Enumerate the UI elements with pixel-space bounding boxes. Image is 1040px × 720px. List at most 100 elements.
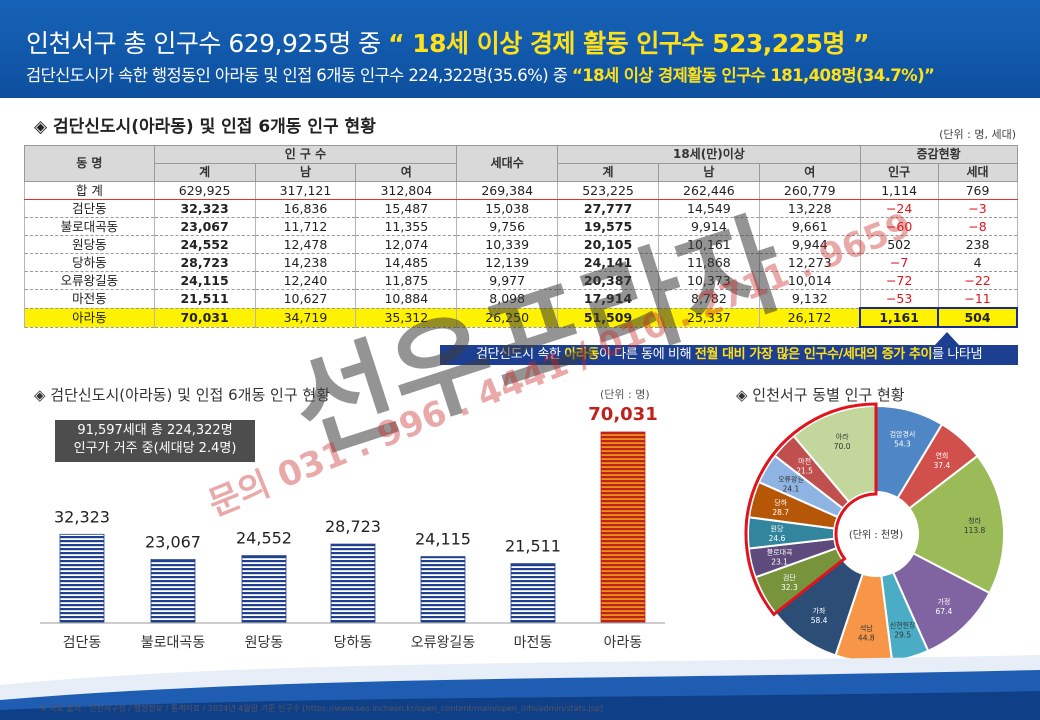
cell-value: 20,387 [557, 271, 659, 290]
cell-value: 14,238 [254, 253, 357, 272]
source-footer: ※ 자료 출처 : 인천서구청 / 행정정보 / 통계자료 / 2024년 4월… [40, 704, 604, 713]
pie-slice-label: 검암경서 [890, 430, 916, 439]
pie-slice-value: 23.1 [771, 557, 788, 566]
note-pointer-arrow [935, 332, 959, 345]
bar [330, 543, 376, 623]
pie-slice-label: 가정 [937, 597, 950, 606]
header-pop-male: 남 [254, 163, 357, 182]
cell-value: 12,478 [254, 235, 357, 254]
cell-value: 269,384 [456, 181, 559, 200]
cell-value: −11 [937, 289, 1018, 308]
cell-dong-name: 마전동 [24, 289, 155, 308]
header-adult-male: 남 [657, 163, 760, 182]
cell-value: 8,782 [657, 289, 760, 308]
bar [150, 559, 196, 623]
cell-value: 11,868 [657, 253, 760, 272]
bar-value-label: 70,031 [588, 404, 657, 425]
pie-slice-label: 검단 [783, 573, 796, 582]
bar-chart-unit: (단위 : 명) [600, 388, 650, 401]
cell-value: 23,067 [153, 217, 256, 236]
cell-value: 15,038 [456, 199, 559, 218]
cell-value: 21,511 [153, 289, 256, 308]
cell-value: 25,337 [657, 308, 760, 327]
headline: 인천서구 총 인구수 629,925명 중 “ 18세 이상 경제 활동 인구수… [26, 29, 870, 58]
bar-category-label: 불로대곡동 [141, 635, 206, 651]
pie-slice-value: 28.7 [772, 508, 789, 517]
header-adult-total: 계 [557, 163, 659, 182]
pie-slice [907, 454, 1005, 595]
pie-center-unit: (단위 : 천명) [849, 528, 903, 541]
cell-value: 15,487 [355, 199, 458, 218]
cell-value: 10,627 [254, 289, 357, 308]
sub-headline: 검단신도시가 속한 행정동인 아라동 및 인접 6개동 인구수 224,322명… [26, 66, 935, 85]
pie-slice-label: 연희 [935, 451, 948, 460]
cell-value: 13,228 [758, 199, 861, 218]
cell-dong-name: 아라동 [24, 308, 155, 327]
cell-value: 10,014 [758, 271, 861, 290]
cell-value: 51,509 [557, 308, 659, 327]
table-total-row: 합 계 629,925 317,121 312,804 269,384 523,225 26… [24, 181, 1018, 200]
pie-highlight-outline [744, 402, 878, 617]
cell-value: 24,115 [153, 271, 256, 290]
header-pop-total: 계 [153, 163, 256, 182]
highlight-note: 검단신도시 속한 아라동이 다른 동에 비해 전월 대비 가장 많은 인구수/세… [440, 345, 1018, 365]
table-row: 원당동 24,552 12,478 12,074 10,339 20,105 10,161 9… [24, 235, 1018, 254]
table-row: 오류왕길동 24,115 12,240 11,875 9,977 20,387 10,373… [24, 271, 1018, 290]
pie-slice-value: 58.4 [811, 616, 828, 625]
cell-value: 11,875 [355, 271, 458, 290]
bar [510, 563, 556, 623]
bar-category-label: 당하동 [334, 635, 373, 651]
pie-slice-label: 청라 [968, 516, 981, 525]
table-row: 아라동 70,031 34,719 35,312 26,250 51,509 25,337 2… [24, 307, 1018, 328]
cell-dong-name: 오류왕길동 [24, 271, 155, 290]
bar-value-label: 24,115 [415, 530, 471, 549]
bar-chart: 32,323 검단동 23,067 불로대곡동 24,552 원당동 28,723 당하동 24… [40, 404, 665, 651]
bar [241, 554, 287, 623]
cell-value: 12,273 [758, 253, 861, 272]
cell-value: 28,723 [153, 253, 256, 272]
table-section-title: ◈ 검단신도시(아라동) 및 인접 6개동 인구 현황 [34, 117, 376, 137]
cell-value: −7 [859, 253, 939, 272]
cell-value: 9,756 [456, 217, 559, 236]
bar-value-label: 28,723 [325, 517, 381, 536]
cell-value: 70,031 [153, 308, 256, 327]
table-row: 불로대곡동 23,067 11,712 11,355 9,756 19,575 9,914 9… [24, 217, 1018, 236]
pie-slice-value: 29.5 [894, 630, 911, 639]
cell-value: 769 [937, 181, 1018, 200]
table-row: 당하동 28,723 14,238 14,485 12,139 24,141 11,868 1… [24, 253, 1018, 272]
bar-value-label: 23,067 [145, 532, 201, 551]
pie-slice-value: 24.1 [783, 484, 800, 493]
pie-slice-label: 당하 [774, 498, 787, 507]
table-row: 마전동 21,511 10,627 10,884 8,098 17,914 8,782 9,1… [24, 289, 1018, 308]
bar-category-label: 마전동 [514, 635, 553, 651]
bar [420, 556, 466, 623]
cell-value: 317,121 [254, 181, 357, 200]
cell-value: 260,779 [758, 181, 861, 200]
pie-slice-value: 37.4 [934, 461, 951, 470]
header-change: 증감현황 [859, 145, 1018, 164]
cell-value: 17,914 [557, 289, 659, 308]
cell-value: 14,549 [657, 199, 760, 218]
cell-dong-name: 불로대곡동 [24, 217, 155, 236]
bar-value-label: 24,552 [236, 528, 292, 547]
cell-value: 10,373 [657, 271, 760, 290]
cell-value: 32,323 [153, 199, 256, 218]
header-change-hh: 세대 [937, 163, 1018, 182]
population-table: 동 명 인 구 수 세대수 18세(만)이상 증감현황 계 남 여 계 남 여 … [24, 145, 1018, 328]
footer-wave [0, 655, 1040, 720]
cell-value: 523,225 [557, 181, 659, 200]
bar-category-label: 오류왕길동 [411, 635, 476, 651]
cell-value: 20,105 [557, 235, 659, 254]
table-unit-label: (단위 : 명, 세대) [939, 128, 1016, 141]
cell-value: −24 [859, 199, 939, 218]
pie-slice-label: 아라 [836, 432, 849, 441]
cell-value: 11,355 [355, 217, 458, 236]
cell-value: 10,339 [456, 235, 559, 254]
cell-value: −60 [859, 217, 939, 236]
pie-slice-label: 원당 [771, 524, 784, 533]
cell-value: 262,446 [657, 181, 760, 200]
cell-value: 10,884 [355, 289, 458, 308]
bar-value-label: 21,511 [505, 537, 561, 556]
